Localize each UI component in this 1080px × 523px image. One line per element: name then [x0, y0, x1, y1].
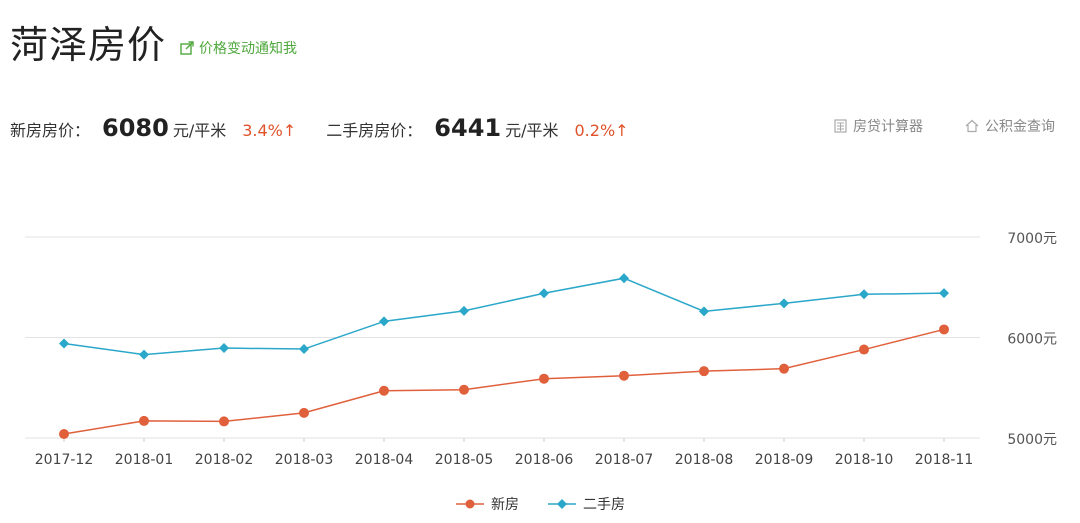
- new-house-data-point: [619, 370, 629, 381]
- x-tick-label: 2018-03: [275, 452, 334, 468]
- price-change-notify-link[interactable]: 价格变动通知我: [180, 38, 297, 58]
- second-hand-data-point: [459, 305, 469, 316]
- second-hand-price-label: 二手房房价：: [326, 121, 423, 140]
- x-tick-label: 2017-12: [35, 452, 94, 468]
- y-tick-label: 6000元: [1007, 332, 1057, 348]
- new-house-data-point: [459, 384, 469, 395]
- legend-item-second[interactable]: 二手房: [547, 494, 625, 514]
- second-hand-price-unit: 元/平米: [505, 121, 559, 140]
- mortgage-calculator-link[interactable]: 房贷计算器: [834, 116, 923, 136]
- second-hand-price-value: 6441: [434, 114, 502, 142]
- new-house-price-label: 新房房价：: [10, 121, 91, 140]
- page-title: 菏泽房价: [10, 23, 167, 67]
- x-tick-label: 2018-01: [115, 452, 174, 468]
- price-trend-chart: 5000元 6000元 7000元 2017-12 2018-01 2018-02 2018…: [25, 231, 1057, 468]
- new-house-price-unit: 元/平米: [172, 121, 227, 140]
- new-house-data-point: [219, 416, 229, 427]
- x-tick-label: 2018-07: [595, 452, 654, 468]
- new-house-data-point: [939, 324, 949, 335]
- y-tick-label: 5000元: [1007, 432, 1057, 448]
- new-house-data-point: [859, 344, 869, 355]
- x-tick-label: 2018-08: [675, 452, 734, 468]
- x-tick-label: 2018-10: [835, 452, 894, 468]
- second-hand-data-point: [139, 349, 149, 360]
- x-tick-label: 2018-02: [195, 452, 254, 468]
- second-hand-data-point: [939, 288, 949, 299]
- second-hand-data-point: [699, 306, 709, 317]
- x-tick-label: 2018-11: [915, 452, 974, 468]
- x-tick-label: 2018-05: [435, 452, 494, 468]
- x-tick-label: 2018-06: [515, 452, 574, 468]
- fund-label: 公积金查询: [985, 119, 1055, 135]
- legend-label-second: 二手房: [583, 497, 625, 513]
- new-house-price-change: 3.4%↑: [242, 121, 297, 140]
- legend-item-new[interactable]: 新房: [455, 494, 519, 514]
- new-house-data-point: [379, 385, 389, 396]
- new-house-data-point: [699, 366, 709, 377]
- second-hand-price-change: 0.2%↑: [574, 121, 629, 140]
- new-house-data-point: [139, 415, 149, 426]
- external-link-icon: [180, 41, 194, 55]
- new-house-data-point: [779, 363, 789, 374]
- calculator-label: 房贷计算器: [853, 119, 923, 135]
- second-hand-data-point: [219, 343, 229, 354]
- second-hand-data-point: [299, 344, 309, 355]
- housing-fund-query-link[interactable]: 公积金查询: [965, 116, 1055, 136]
- second-hand-data-point: [379, 316, 389, 327]
- notify-label: 价格变动通知我: [199, 41, 297, 57]
- legend-marker-diamond-icon: [548, 499, 576, 509]
- calculator-icon: [834, 119, 847, 133]
- legend-marker-circle-icon: [456, 499, 484, 509]
- chart-legend: 新房 二手房: [0, 494, 1080, 514]
- y-tick-label: 7000元: [1007, 231, 1057, 247]
- x-tick-label: 2018-09: [755, 452, 814, 468]
- second-hand-data-point: [619, 273, 629, 284]
- second-hand-data-point: [539, 288, 549, 299]
- new-house-data-point: [299, 407, 309, 418]
- new-house-data-point: [59, 428, 69, 439]
- x-tick-label: 2018-04: [355, 452, 414, 468]
- home-icon: [965, 119, 979, 133]
- legend-label-new: 新房: [491, 497, 519, 513]
- second-hand-data-point: [59, 338, 69, 349]
- second-hand-data-point: [859, 289, 869, 300]
- new-house-price-value: 6080: [102, 114, 169, 142]
- second-hand-data-point: [779, 298, 789, 309]
- new-house-series-line: [63, 328, 945, 435]
- new-house-data-point: [539, 373, 549, 384]
- price-summary: 新房房价： 6080 元/平米 3.4%↑ 二手房房价： 6441 元/平米 0…: [10, 114, 629, 144]
- second-hand-series-line: [63, 277, 945, 356]
